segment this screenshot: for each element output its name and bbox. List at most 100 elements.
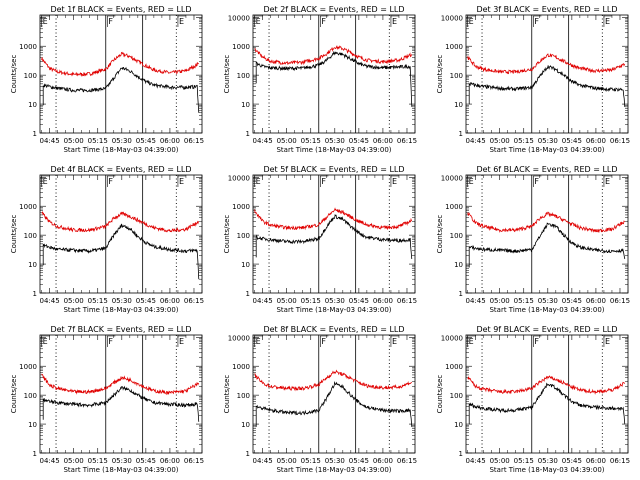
y-tick-label: 100 [450,232,463,240]
y-axis-label: Counts/sec [10,215,18,254]
y-tick-label: 1000 [445,43,463,51]
plot-frame [252,174,416,294]
marker-label: F [321,337,326,346]
marker-bracket [603,15,612,27]
x-tick-label: 06:00 [373,297,393,305]
marker-label: E [179,177,184,186]
x-tick-label: 05:15 [514,297,534,305]
panel-7: Det 7f BLACK = Events, RED = LLD 1 10 100 10… [10,325,204,474]
y-axis-label: Counts/sec [223,55,231,94]
x-tick-label: 05:30 [538,137,558,145]
x-tick-label: 05:15 [301,457,321,465]
panel-title: Det 2f BLACK = Events, RED = LLD [263,5,404,14]
y-tick-label: 1 [33,130,37,138]
y-tick-label: 100 [237,232,250,240]
series-lld-line [254,369,412,392]
x-tick-label: 05:30 [112,137,132,145]
marker-bracket [41,335,50,347]
y-tick-label: 10000 [228,174,250,182]
x-tick-label: 05:15 [514,137,534,145]
marker-bracket [603,335,612,347]
marker-bracket [107,335,116,347]
x-tick-label: 05:45 [136,297,156,305]
panel-3: Det 3f BLACK = Events, RED = LLD 1 10 100 10… [436,5,630,154]
marker-label: E [43,17,48,26]
marker-label: E [256,337,261,346]
x-tick-label: 05:30 [538,457,558,465]
marker-label: E [43,177,48,186]
marker-bracket [390,175,399,187]
x-axis-label: Start Time (18-May-03 04:39:00) [489,306,604,314]
series-lld-line [254,207,413,231]
y-tick-label: 10 [28,261,37,269]
plot-frame [39,14,203,134]
x-axis-label: Start Time (18-May-03 04:39:00) [63,306,178,314]
marker-label: F [108,177,113,186]
marker-bracket [320,15,329,27]
marker-bracket [390,15,399,27]
marker-bracket [603,175,612,187]
x-tick-label: 04:45 [40,297,60,305]
x-tick-label: 06:00 [373,137,393,145]
y-tick-label: 10000 [228,14,250,22]
x-tick-label: 06:00 [586,457,606,465]
y-tick-label: 1 [459,290,463,298]
y-axis-label: Counts/sec [10,55,18,94]
x-tick-label: 04:45 [253,457,273,465]
y-tick-label: 100 [24,72,37,80]
x-tick-label: 05:30 [112,457,132,465]
y-tick-label: 10 [241,101,250,109]
x-tick-label: 05:00 [277,457,297,465]
x-tick-label: 05:00 [64,457,84,465]
y-tick-label: 100 [24,392,37,400]
x-tick-label: 05:45 [349,137,369,145]
marker-bracket [320,335,329,347]
panel-4: Det 4f BLACK = Events, RED = LLD 1 10 100 10… [10,165,204,314]
marker-bracket [41,175,50,187]
y-tick-label: 100 [450,392,463,400]
marker-label: E [256,17,261,26]
y-tick-label: 100 [24,232,37,240]
marker-bracket [177,335,186,347]
x-axis-label: Start Time (18-May-03 04:39:00) [276,466,391,474]
x-axis-label: Start Time (18-May-03 04:39:00) [63,146,178,154]
x-tick-label: 06:15 [610,137,630,145]
marker-label: F [321,177,326,186]
x-tick-label: 06:00 [160,137,180,145]
marker-label: F [534,177,539,186]
y-tick-label: 10000 [441,14,463,22]
panel-title: Det 6f BLACK = Events, RED = LLD [476,165,617,174]
marker-bracket [390,335,399,347]
marker-bracket [177,175,186,187]
marker-label: E [605,17,610,26]
x-tick-label: 06:15 [397,137,417,145]
x-tick-label: 06:00 [373,457,393,465]
y-tick-label: 100 [450,72,463,80]
plot-frame [39,334,203,454]
panel-title: Det 9f BLACK = Events, RED = LLD [476,325,617,334]
marker-label: F [108,17,113,26]
y-tick-label: 10000 [441,334,463,342]
y-axis-label: Counts/sec [436,215,444,254]
y-axis-label: Counts/sec [223,375,231,414]
series-lld-line [41,373,200,396]
series-lld-line [467,53,626,75]
marker-bracket [533,15,542,27]
x-tick-label: 04:45 [466,457,486,465]
x-tick-label: 05:15 [88,137,108,145]
panel-8: Det 8f BLACK = Events, RED = LLD 1 10 100 10… [223,325,417,474]
x-tick-label: 05:00 [277,137,297,145]
x-tick-label: 04:45 [466,297,486,305]
x-tick-label: 05:00 [277,297,297,305]
x-tick-label: 06:15 [184,137,204,145]
x-tick-label: 04:45 [253,137,273,145]
marker-label: E [392,17,397,26]
plot-frame [252,14,416,134]
series-lld-line [467,375,626,395]
marker-label: E [469,177,474,186]
x-tick-label: 05:45 [562,137,582,145]
x-tick-label: 05:45 [349,457,369,465]
y-tick-label: 1 [246,450,250,458]
panel-9: Det 9f BLACK = Events, RED = LLD 1 10 100 10… [436,325,630,474]
marker-bracket [177,15,186,27]
